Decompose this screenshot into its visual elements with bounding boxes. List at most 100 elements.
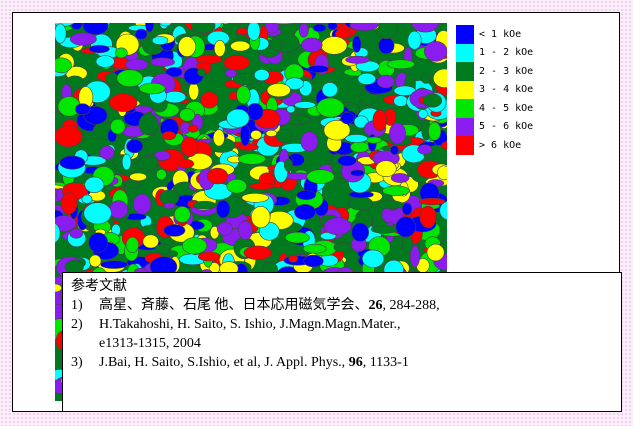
grain: [213, 130, 224, 146]
grain: [317, 98, 344, 117]
grain: [244, 246, 272, 260]
grain: [117, 70, 143, 87]
grain: [418, 145, 432, 155]
reference-text: 高星、斉藤、石尾 他、日本応用磁気学会、: [99, 298, 369, 313]
grain: [251, 206, 270, 228]
grain: [61, 193, 77, 214]
grain: [164, 203, 175, 209]
grain: [238, 154, 265, 165]
grain: [383, 186, 410, 196]
grain: [345, 135, 368, 143]
grain: [133, 194, 151, 214]
legend-row: 4 - 5 kOe: [456, 99, 533, 118]
grain: [353, 36, 362, 52]
grain: [60, 156, 85, 169]
grain: [341, 112, 354, 124]
reference-number: 3): [71, 353, 99, 372]
grain: [423, 94, 442, 107]
grain: [66, 76, 84, 88]
grain: [126, 237, 138, 253]
legend-label: 4 - 5 kOe: [479, 103, 533, 114]
grain: [181, 137, 198, 157]
grain: [304, 255, 324, 267]
grain: [389, 123, 405, 144]
legend-row: 2 - 3 kOe: [456, 62, 533, 81]
grain: [295, 102, 316, 109]
grain: [125, 182, 141, 188]
grain: [379, 37, 395, 53]
grain: [358, 73, 376, 84]
grain: [138, 156, 158, 170]
grain: [294, 204, 315, 219]
grain: [162, 132, 176, 140]
reference-text: J.Bai, H. Saito, S.Ishio, et al, J. Appl…: [99, 355, 349, 370]
reference-text: H.Takahoshi, H. Saito, S. Ishio, J.Magn.…: [99, 317, 401, 332]
grain: [376, 161, 397, 177]
grain: [254, 69, 269, 80]
grain: [371, 225, 397, 233]
legend-swatch: [456, 136, 474, 155]
grain: [350, 142, 368, 153]
grain: [276, 129, 292, 142]
grain: [351, 170, 364, 176]
grain: [217, 222, 232, 235]
grain: [164, 91, 186, 103]
legend-swatch: [456, 25, 474, 44]
grain: [155, 244, 171, 254]
grain: [313, 24, 326, 32]
grain: [238, 144, 258, 151]
grain: [421, 73, 430, 83]
legend-row: > 6 kOe: [456, 136, 533, 155]
grain: [267, 83, 290, 96]
grain: [428, 122, 440, 140]
grain: [188, 125, 198, 132]
grain: [217, 200, 230, 218]
grain: [89, 255, 101, 267]
grain: [402, 235, 413, 253]
grain: [308, 66, 329, 73]
grain: [227, 179, 247, 193]
grain: [174, 206, 190, 222]
grain: [109, 201, 128, 219]
grain: [182, 238, 207, 254]
grain: [349, 197, 373, 210]
legend-row: 1 - 2 kOe: [456, 44, 533, 63]
grain: [109, 94, 137, 112]
grain: [84, 203, 112, 224]
reference-volume: 26: [369, 298, 383, 313]
grain: [238, 221, 252, 240]
legend-swatch: [456, 118, 474, 137]
grain: [321, 37, 347, 55]
grain: [334, 243, 352, 252]
grain: [122, 154, 131, 170]
grain: [241, 124, 250, 146]
grain: [55, 58, 72, 73]
grain: [299, 23, 308, 37]
reference-continued: e1313-1315, 2004: [71, 334, 621, 353]
grain: [177, 159, 194, 168]
grain: [96, 56, 114, 68]
grain: [55, 125, 82, 147]
grain: [115, 48, 127, 58]
grain: [324, 218, 351, 235]
reference: 1)高星、斉藤、石尾 他、日本応用磁気学会、26, 284-288,: [71, 296, 621, 315]
grain: [126, 59, 149, 70]
grain: [82, 195, 92, 204]
grain: [242, 193, 269, 202]
grain: [322, 82, 337, 97]
grain: [373, 110, 387, 131]
grain: [207, 168, 228, 184]
grain: [100, 146, 115, 159]
legend-label: 3 - 4 kOe: [479, 84, 533, 95]
grain: [338, 156, 357, 166]
grain: [376, 23, 398, 39]
grain: [387, 60, 415, 69]
grain: [366, 137, 382, 143]
grain: [289, 255, 298, 262]
grain: [362, 250, 384, 268]
reference-number: 2): [71, 315, 99, 334]
grain: [427, 244, 444, 261]
grain: [248, 23, 261, 40]
grain: [139, 114, 158, 135]
grain: [127, 139, 143, 152]
